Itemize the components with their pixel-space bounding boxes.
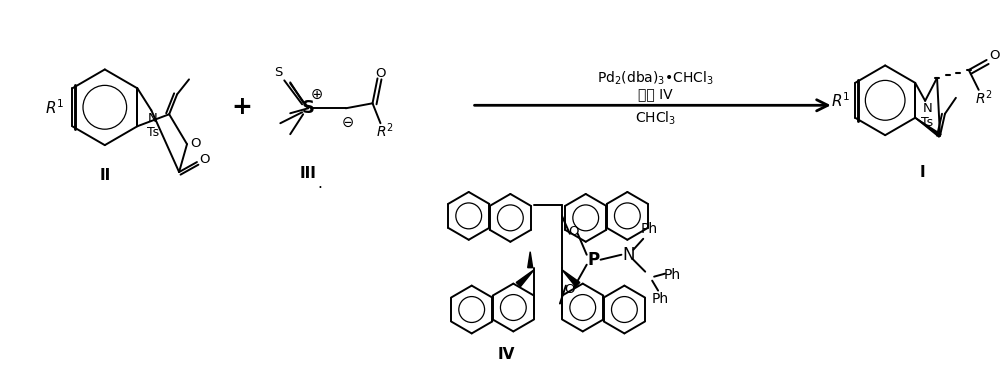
- Text: Pd$_2$(dba)$_3$•CHCl$_3$: Pd$_2$(dba)$_3$•CHCl$_3$: [597, 70, 714, 87]
- Text: III: III: [300, 165, 317, 180]
- Text: N: N: [622, 246, 635, 264]
- Text: O: O: [565, 283, 575, 296]
- Text: N: N: [147, 112, 157, 125]
- Text: Ph: Ph: [663, 268, 681, 282]
- Text: S: S: [302, 99, 315, 117]
- Text: .: .: [318, 176, 322, 190]
- Text: $R^2$: $R^2$: [975, 89, 993, 107]
- Text: Ph: Ph: [641, 222, 658, 236]
- Text: Ts: Ts: [921, 116, 933, 129]
- Text: $\ominus$: $\ominus$: [341, 115, 354, 130]
- Polygon shape: [562, 270, 580, 287]
- Text: CHCl$_3$: CHCl$_3$: [635, 109, 676, 127]
- Text: IV: IV: [498, 347, 515, 362]
- Text: Ts: Ts: [147, 126, 159, 139]
- Text: II: II: [99, 168, 110, 183]
- Text: O: O: [375, 67, 386, 80]
- Polygon shape: [528, 252, 533, 268]
- Text: O: O: [191, 137, 201, 150]
- Text: N: N: [922, 102, 932, 115]
- Polygon shape: [915, 118, 941, 137]
- Text: $R^2$: $R^2$: [376, 122, 393, 141]
- Text: O: O: [200, 153, 210, 165]
- Text: O: O: [989, 49, 1000, 63]
- Text: 配体 IV: 配体 IV: [638, 87, 672, 101]
- Text: O: O: [569, 225, 579, 238]
- Text: I: I: [920, 165, 926, 180]
- Text: Ph: Ph: [652, 292, 669, 306]
- Polygon shape: [516, 270, 534, 287]
- Text: +: +: [231, 95, 252, 119]
- Text: S: S: [274, 66, 283, 79]
- Text: $R^1$: $R^1$: [45, 98, 65, 117]
- Text: P: P: [588, 251, 600, 269]
- Text: $\oplus$: $\oplus$: [310, 87, 322, 102]
- Text: $R^1$: $R^1$: [831, 91, 850, 110]
